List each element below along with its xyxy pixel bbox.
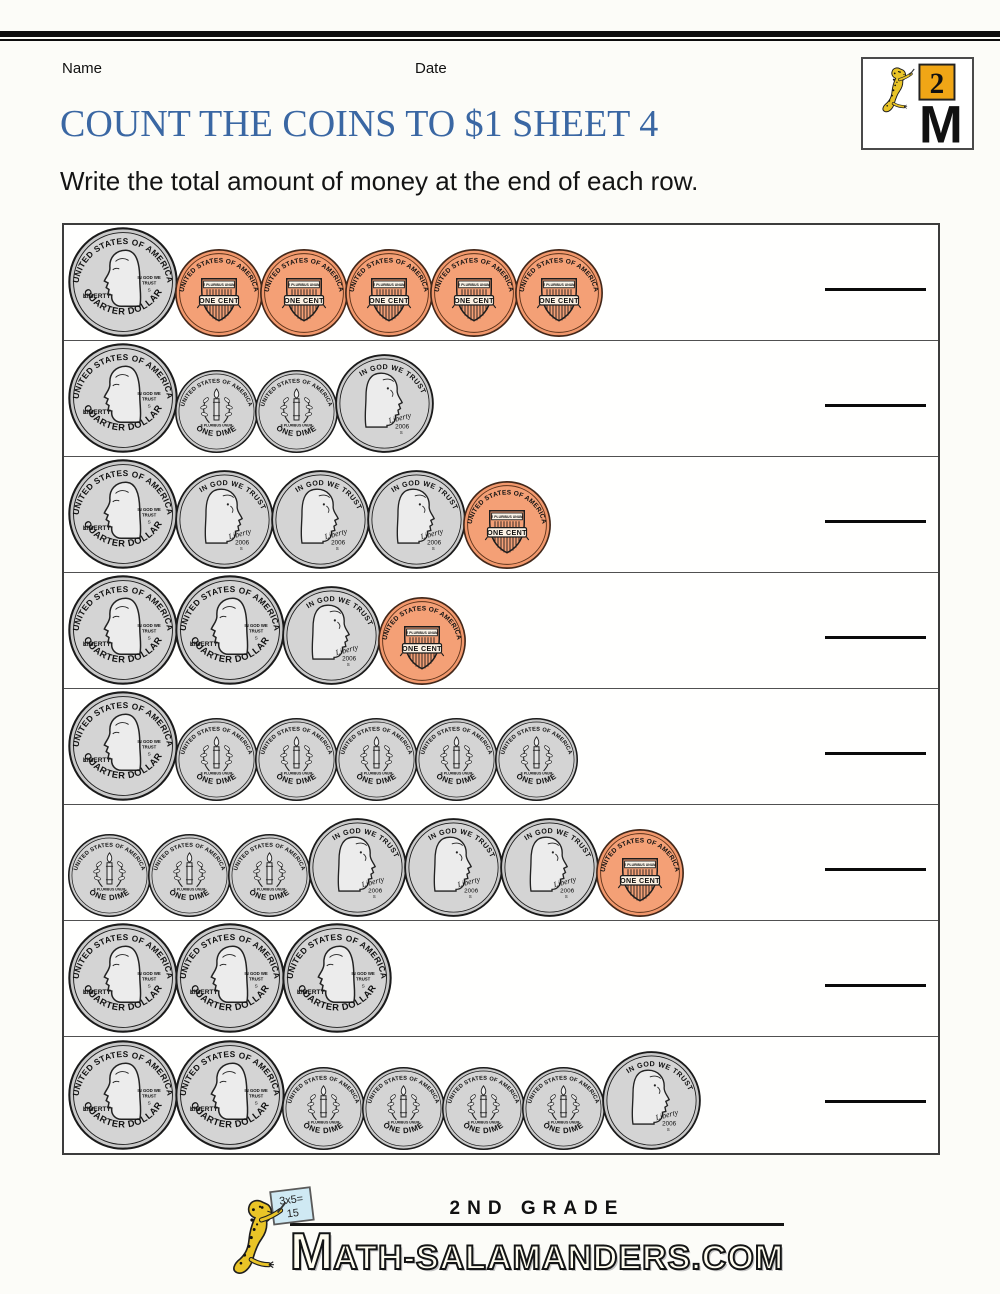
- dime-coin: [521, 1066, 606, 1151]
- grade-logo: 2 M: [861, 57, 974, 150]
- coin-row: [64, 921, 938, 1037]
- quarter-coin: [281, 922, 393, 1034]
- answer-blank[interactable]: [825, 520, 926, 523]
- quarter-coin: [67, 690, 179, 802]
- coin-row: [64, 689, 938, 805]
- logo-m-letter: M: [919, 95, 963, 148]
- dime-coin: [174, 717, 259, 802]
- coin-table: [62, 223, 940, 1155]
- quarter-coin: [174, 574, 286, 686]
- coin-group: [67, 817, 685, 918]
- nickel-coin: [270, 469, 371, 570]
- dime-coin: [254, 717, 339, 802]
- name-label: Name: [62, 60, 103, 77]
- coin-group: [67, 1039, 702, 1151]
- coin-row: [64, 573, 938, 689]
- penny-coin: [595, 828, 685, 918]
- coin-group: [67, 922, 393, 1034]
- footer-divider: [289, 1223, 785, 1226]
- grade-number-square: [918, 63, 956, 101]
- nickel-coin: [307, 817, 408, 918]
- wordmark-m: M: [289, 1223, 334, 1281]
- dime-coin: [227, 833, 312, 918]
- coin-row: [64, 1037, 938, 1153]
- top-divider: [0, 31, 1000, 41]
- coin-group: [67, 342, 435, 454]
- dime-coin: [414, 717, 499, 802]
- quarter-coin: [67, 1039, 179, 1151]
- answer-blank[interactable]: [825, 636, 926, 639]
- nickel-coin: [601, 1050, 702, 1151]
- dime-coin: [174, 369, 259, 454]
- quarter-coin: [67, 574, 179, 686]
- answer-blank[interactable]: [825, 404, 926, 407]
- answer-blank[interactable]: [825, 288, 926, 291]
- dime-coin: [281, 1066, 366, 1151]
- penny-coin: [514, 248, 604, 338]
- dime-coin: [334, 717, 419, 802]
- board-line2: 15: [286, 1207, 299, 1220]
- nickel-coin: [174, 469, 275, 570]
- penny-coin: [344, 248, 434, 338]
- answer-blank[interactable]: [825, 1100, 926, 1103]
- dime-coin: [494, 717, 579, 802]
- coin-group: [67, 226, 604, 338]
- instruction-text: Write the total amount of money at the e…: [60, 166, 699, 196]
- salamander-icon: [883, 68, 914, 112]
- footer-grade-text: 2ND GRADE: [449, 1198, 625, 1219]
- wordmark-rest: ATH-SALAMANDERS.COM: [332, 1239, 785, 1277]
- footer-salamander-graphic: 3x5= 15: [216, 1186, 315, 1286]
- nickel-coin: [403, 817, 504, 918]
- nickel-coin: [499, 817, 600, 918]
- answer-blank[interactable]: [825, 868, 926, 871]
- quarter-coin: [67, 922, 179, 1034]
- dime-coin: [67, 833, 152, 918]
- quarter-coin: [67, 342, 179, 454]
- footer-wordmark-block: 2ND GRADE MATH-SALAMANDERS.COM: [289, 1180, 785, 1281]
- penny-coin: [259, 248, 349, 338]
- answer-blank[interactable]: [825, 984, 926, 987]
- coin-row: [64, 225, 938, 341]
- site-wordmark: MATH-SALAMANDERS.COM: [289, 1223, 785, 1281]
- penny-coin: [377, 596, 467, 686]
- coin-row: [64, 805, 938, 921]
- nickel-coin: [281, 585, 382, 686]
- coin-group: [67, 574, 467, 686]
- coin-group: [67, 458, 552, 570]
- dime-coin: [441, 1066, 526, 1151]
- penny-coin: [174, 248, 264, 338]
- coin-group: [67, 690, 579, 802]
- coin-row: [64, 341, 938, 457]
- footer-logo: 3x5= 15 2ND GRADE MATH-SALAMANDERS.COM: [0, 1180, 1000, 1286]
- coin-row: [64, 457, 938, 573]
- page-title: COUNT THE COINS TO $1 SHEET 4: [60, 103, 659, 145]
- quarter-coin: [174, 922, 286, 1034]
- dime-coin: [254, 369, 339, 454]
- grade-number: 2: [930, 68, 945, 100]
- dime-coin: [147, 833, 232, 918]
- quarter-coin: [174, 1039, 286, 1151]
- penny-coin: [429, 248, 519, 338]
- math-board: 3x5= 15: [269, 1186, 315, 1226]
- penny-coin: [462, 480, 552, 570]
- quarter-coin: [67, 458, 179, 570]
- salamander-icon: [234, 1201, 286, 1274]
- date-label: Date: [415, 60, 447, 77]
- quarter-coin: [67, 226, 179, 338]
- nickel-coin: [334, 353, 435, 454]
- dime-coin: [361, 1066, 446, 1151]
- grade-logo-graphic: 2 M: [863, 63, 963, 148]
- nickel-coin: [366, 469, 467, 570]
- answer-blank[interactable]: [825, 752, 926, 755]
